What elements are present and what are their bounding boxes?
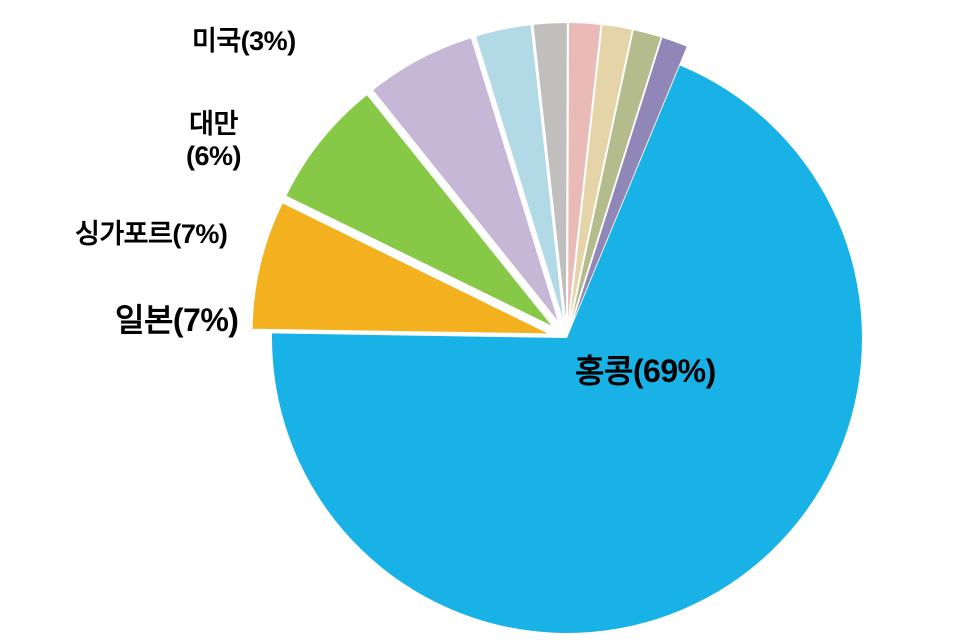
pie-label-일본: 일본(7%) <box>115 301 238 339</box>
pie-chart-container: 홍콩(69%) 일본(7%) 싱가포르(7%) 대만 (6%) 미국(3%) <box>0 0 977 638</box>
pie-label-대만: 대만 (6%) <box>186 108 241 173</box>
pie-label-미국: 미국(3%) <box>192 25 296 57</box>
pie-label-홍콩: 홍콩(69%) <box>575 352 716 390</box>
pie-label-싱가포르: 싱가포르(7%) <box>75 218 227 250</box>
